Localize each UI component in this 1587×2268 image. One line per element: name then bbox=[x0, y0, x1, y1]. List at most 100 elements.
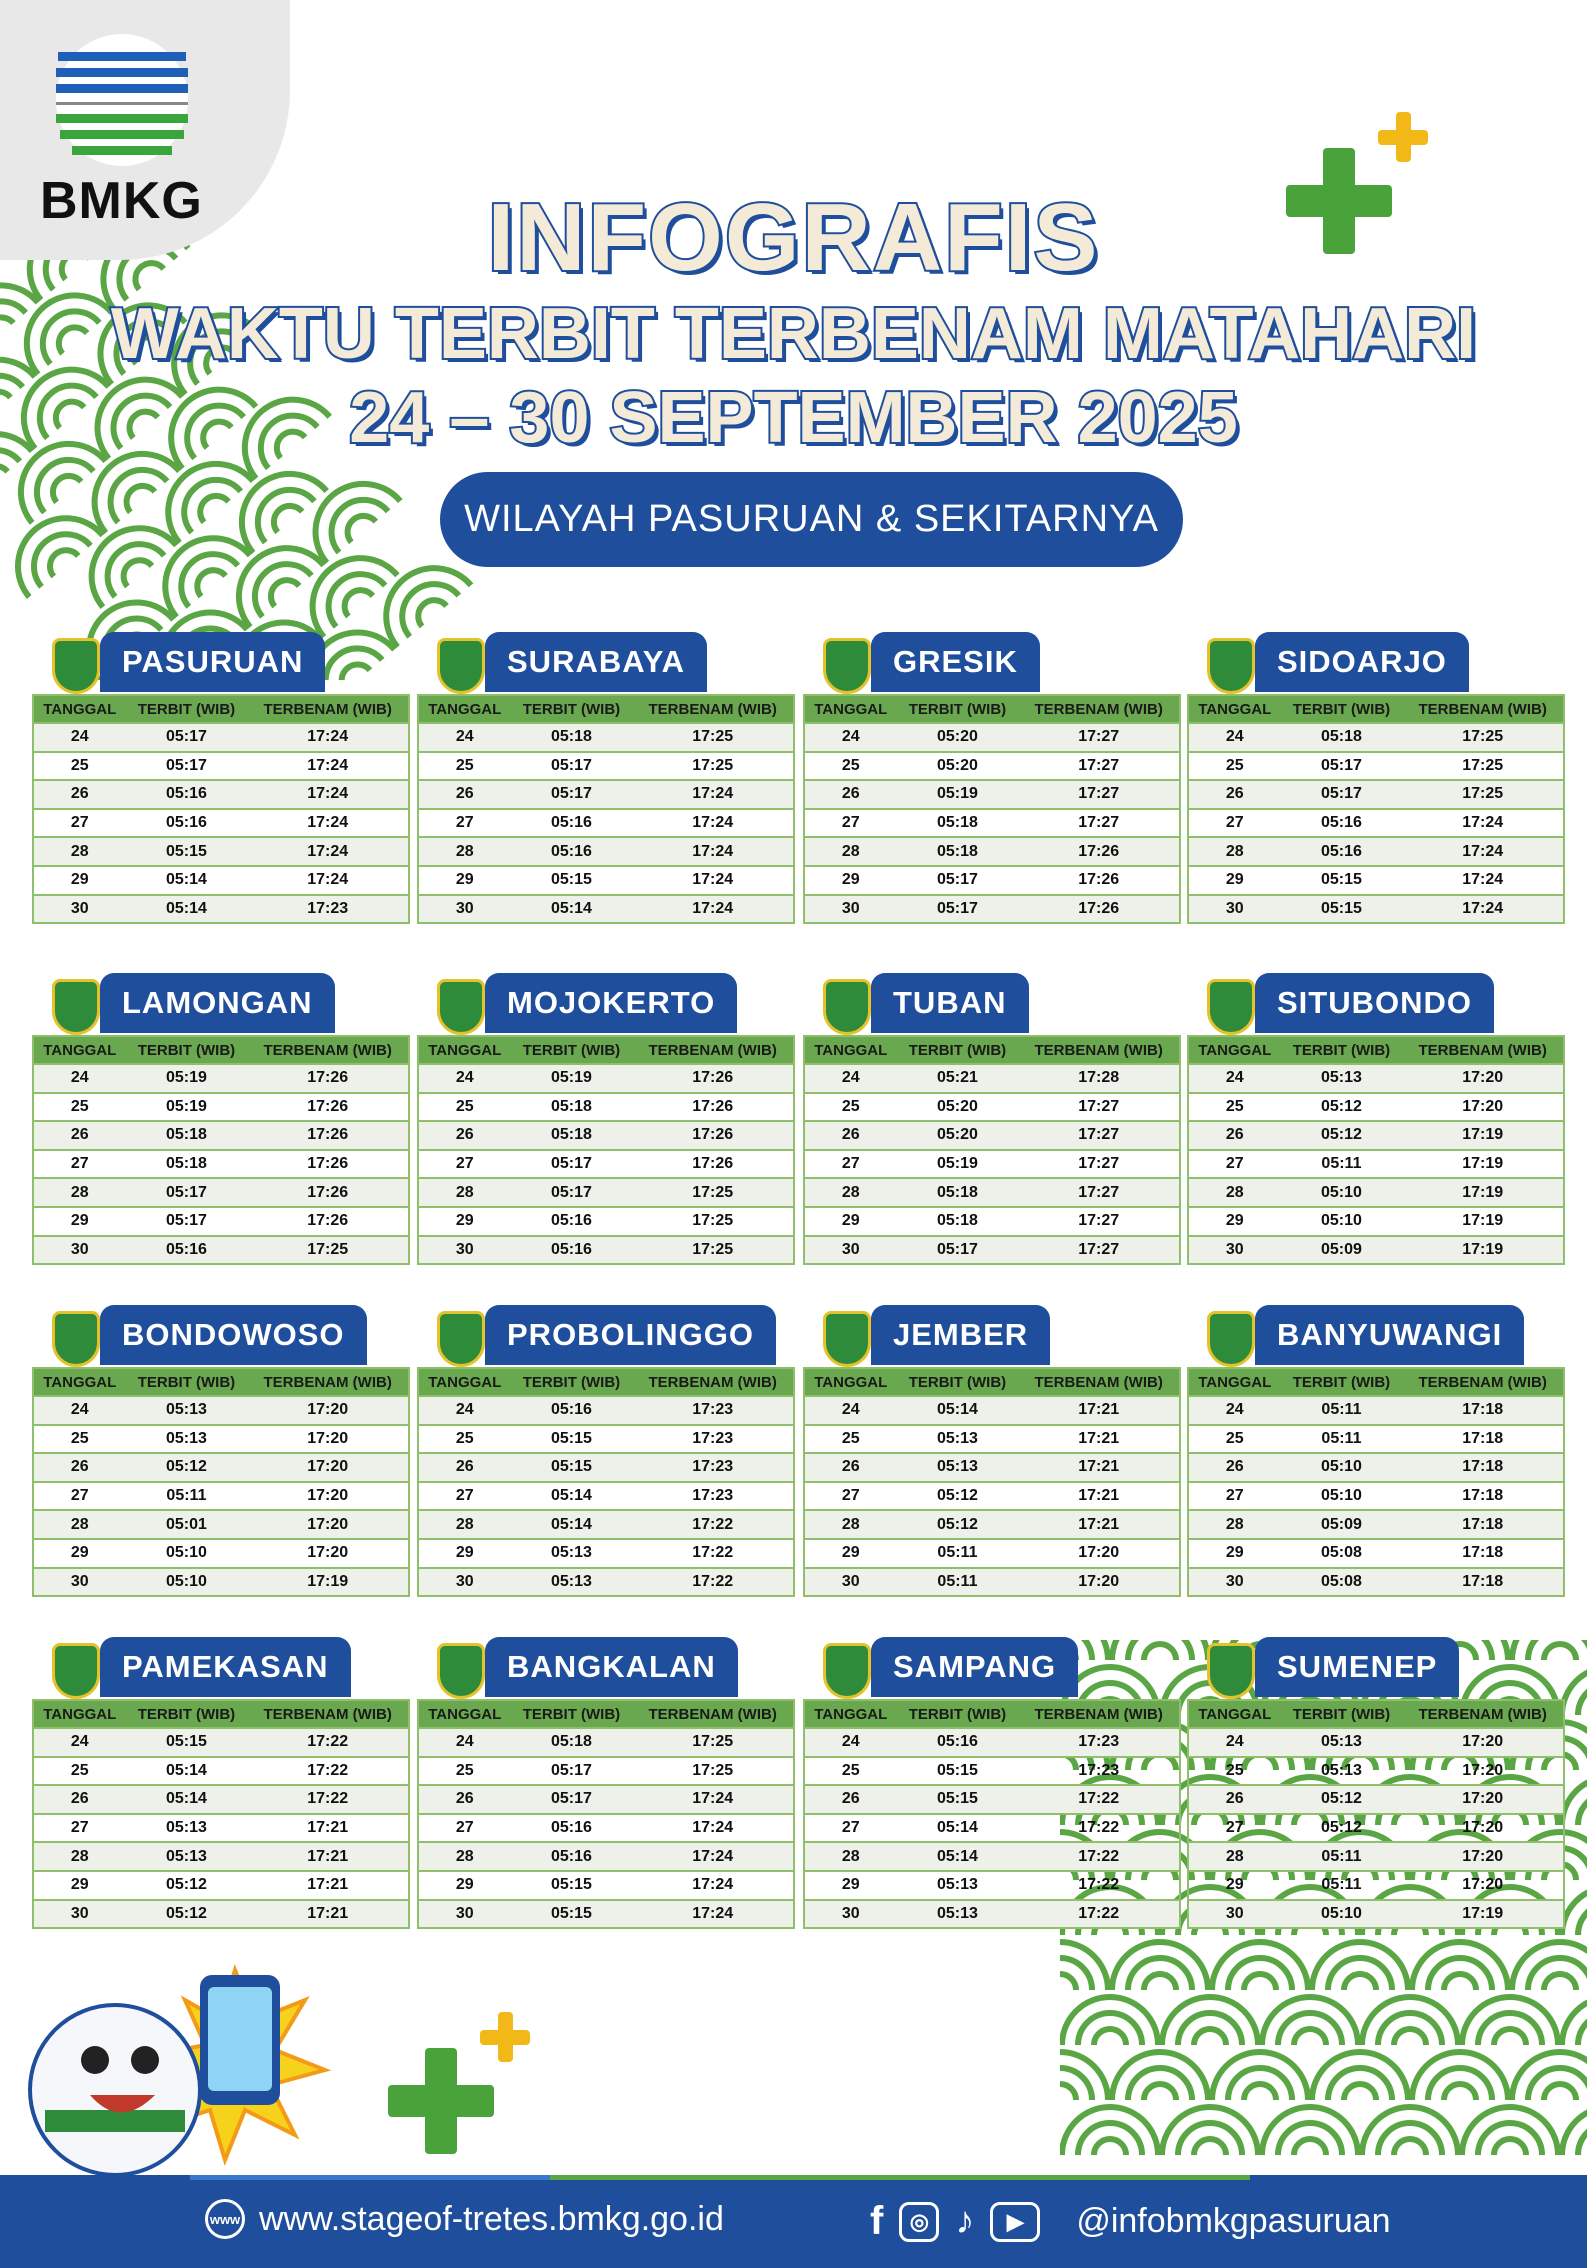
date-cell: 25 bbox=[1188, 750, 1281, 781]
table-row: 30 05:08 17:18 bbox=[1188, 1566, 1564, 1597]
sunrise-cell: 05:19 bbox=[896, 779, 1019, 809]
date-cell: 30 bbox=[804, 1234, 897, 1265]
sunset-cell: 17:20 bbox=[1018, 1566, 1180, 1597]
table-row: 30 05:17 17:27 bbox=[804, 1234, 1180, 1265]
date-cell: 27 bbox=[33, 807, 126, 838]
table-row: 28 05:11 17:20 bbox=[1188, 1841, 1564, 1871]
sun-times-table: TANGGAL TERBIT (WIB) TERBENAM (WIB) 24 05:18… bbox=[417, 694, 795, 925]
date-cell: 29 bbox=[804, 1205, 897, 1236]
date-cell: 28 bbox=[804, 1509, 897, 1539]
sunset-cell: 17:25 bbox=[247, 1234, 409, 1265]
tiktok-icon[interactable]: ♪ bbox=[955, 2200, 975, 2242]
table-row: 24 05:21 17:28 bbox=[804, 1063, 1180, 1093]
sunset-cell: 17:22 bbox=[632, 1537, 794, 1568]
table-row: 25 05:17 17:25 bbox=[418, 1755, 794, 1786]
date-cell: 29 bbox=[418, 1537, 511, 1568]
column-header: TERBIT (WIB) bbox=[510, 695, 633, 723]
region-block: MOJOKERTO TANGGAL TERBIT (WIB) TERBENAM (WI… bbox=[417, 973, 795, 1266]
region-block: SITUBONDO TANGGAL TERBIT (WIB) TERBENAM (WI… bbox=[1187, 973, 1565, 1266]
region-name: PASURUAN bbox=[100, 632, 326, 692]
sunrise-cell: 05:12 bbox=[1280, 1812, 1403, 1843]
column-header: TERBENAM (WIB) bbox=[1402, 1036, 1564, 1064]
facebook-icon[interactable]: f bbox=[870, 2199, 884, 2243]
instagram-icon[interactable]: ◎ bbox=[899, 2201, 940, 2242]
table-row: 29 05:10 17:20 bbox=[33, 1537, 409, 1568]
region-crest-icon bbox=[823, 638, 871, 694]
region-block: SURABAYA TANGGAL TERBIT (WIB) TERBENAM (WIB… bbox=[417, 632, 795, 925]
table-row: 29 05:15 17:24 bbox=[418, 864, 794, 895]
date-cell: 29 bbox=[33, 1869, 126, 1900]
sunset-cell: 17:26 bbox=[632, 1120, 794, 1150]
sunrise-cell: 05:14 bbox=[125, 864, 248, 895]
date-cell: 26 bbox=[33, 779, 126, 809]
region-name: BANYUWANGI bbox=[1255, 1305, 1525, 1365]
table-row: 28 05:14 17:22 bbox=[804, 1841, 1180, 1871]
youtube-icon[interactable]: ▶ bbox=[990, 2201, 1041, 2242]
table-row: 29 05:15 17:24 bbox=[1188, 864, 1564, 895]
sunrise-cell: 05:15 bbox=[125, 836, 248, 866]
sunset-cell: 17:20 bbox=[247, 1537, 409, 1568]
sunrise-cell: 05:11 bbox=[125, 1480, 248, 1511]
sunset-cell: 17:24 bbox=[1402, 893, 1564, 924]
sunrise-cell: 05:17 bbox=[125, 1205, 248, 1236]
sunrise-cell: 05:15 bbox=[510, 1423, 633, 1454]
sunset-cell: 17:22 bbox=[247, 1784, 409, 1814]
sunset-cell: 17:19 bbox=[1402, 1205, 1564, 1236]
sunset-cell: 17:20 bbox=[1018, 1537, 1180, 1568]
column-header: TANGGAL bbox=[1188, 1368, 1281, 1396]
sunset-cell: 17:18 bbox=[1402, 1395, 1564, 1425]
date-cell: 29 bbox=[418, 1205, 511, 1236]
table-row: 26 05:13 17:21 bbox=[804, 1452, 1180, 1482]
sunrise-cell: 05:10 bbox=[125, 1566, 248, 1597]
table-row: 30 05:14 17:24 bbox=[418, 893, 794, 924]
region-block: PASURUAN TANGGAL TERBIT (WIB) TERBENAM (WIB… bbox=[32, 632, 410, 925]
date-cell: 25 bbox=[33, 1091, 126, 1122]
sunrise-cell: 05:15 bbox=[510, 864, 633, 895]
sunset-cell: 17:21 bbox=[1018, 1395, 1180, 1425]
plus-decoration-icon bbox=[388, 2048, 494, 2154]
date-cell: 28 bbox=[33, 1177, 126, 1207]
date-cell: 26 bbox=[33, 1784, 126, 1814]
date-cell: 29 bbox=[804, 1869, 897, 1900]
sunrise-cell: 05:17 bbox=[125, 722, 248, 752]
sun-times-table: TANGGAL TERBIT (WIB) TERBENAM (WIB) 24 05:16… bbox=[417, 1367, 795, 1598]
region-crest-icon bbox=[1207, 1643, 1255, 1699]
table-row: 30 05:10 17:19 bbox=[33, 1566, 409, 1597]
region-header: PAMEKASAN bbox=[32, 1637, 410, 1699]
region-block: BONDOWOSO TANGGAL TERBIT (WIB) TERBENAM (WI… bbox=[32, 1305, 410, 1598]
table-row: 28 05:12 17:21 bbox=[804, 1509, 1180, 1539]
sunset-cell: 17:20 bbox=[247, 1509, 409, 1539]
sunrise-cell: 05:10 bbox=[125, 1537, 248, 1568]
column-header: TERBIT (WIB) bbox=[1280, 695, 1403, 723]
sunset-cell: 17:21 bbox=[247, 1869, 409, 1900]
date-cell: 27 bbox=[1188, 1480, 1281, 1511]
sunset-cell: 17:27 bbox=[1018, 1205, 1180, 1236]
sun-times-table: TANGGAL TERBIT (WIB) TERBENAM (WIB) 24 05:19… bbox=[417, 1035, 795, 1266]
table-row: 27 05:10 17:18 bbox=[1188, 1480, 1564, 1511]
region-crest-icon bbox=[823, 979, 871, 1035]
sun-times-table: TANGGAL TERBIT (WIB) TERBENAM (WIB) 24 05:16… bbox=[803, 1699, 1181, 1930]
table-row: 29 05:11 17:20 bbox=[1188, 1869, 1564, 1900]
table-row: 25 05:20 17:27 bbox=[804, 1091, 1180, 1122]
date-cell: 24 bbox=[1188, 1395, 1281, 1425]
plus-decoration-icon bbox=[1378, 112, 1428, 162]
table-row: 27 05:19 17:27 bbox=[804, 1148, 1180, 1179]
sunset-cell: 17:26 bbox=[247, 1063, 409, 1093]
sunrise-cell: 05:15 bbox=[125, 1727, 248, 1757]
date-cell: 29 bbox=[418, 1869, 511, 1900]
date-cell: 27 bbox=[804, 1812, 897, 1843]
website-link[interactable]: www.stageof-tretes.bmkg.go.id bbox=[259, 2199, 724, 2238]
table-row: 29 05:12 17:21 bbox=[33, 1869, 409, 1900]
date-cell: 29 bbox=[33, 1537, 126, 1568]
sunset-cell: 17:27 bbox=[1018, 750, 1180, 781]
column-header: TERBENAM (WIB) bbox=[247, 1700, 409, 1728]
sunrise-cell: 05:11 bbox=[896, 1566, 1019, 1597]
sunset-cell: 17:22 bbox=[632, 1509, 794, 1539]
sunrise-cell: 05:17 bbox=[896, 1234, 1019, 1265]
region-crest-icon bbox=[437, 1643, 485, 1699]
date-cell: 25 bbox=[33, 1423, 126, 1454]
date-cell: 28 bbox=[1188, 1177, 1281, 1207]
date-cell: 30 bbox=[33, 1234, 126, 1265]
social-handle-link[interactable]: @infobmkgpasuruan bbox=[1076, 2202, 1391, 2240]
region-crest-icon bbox=[437, 638, 485, 694]
